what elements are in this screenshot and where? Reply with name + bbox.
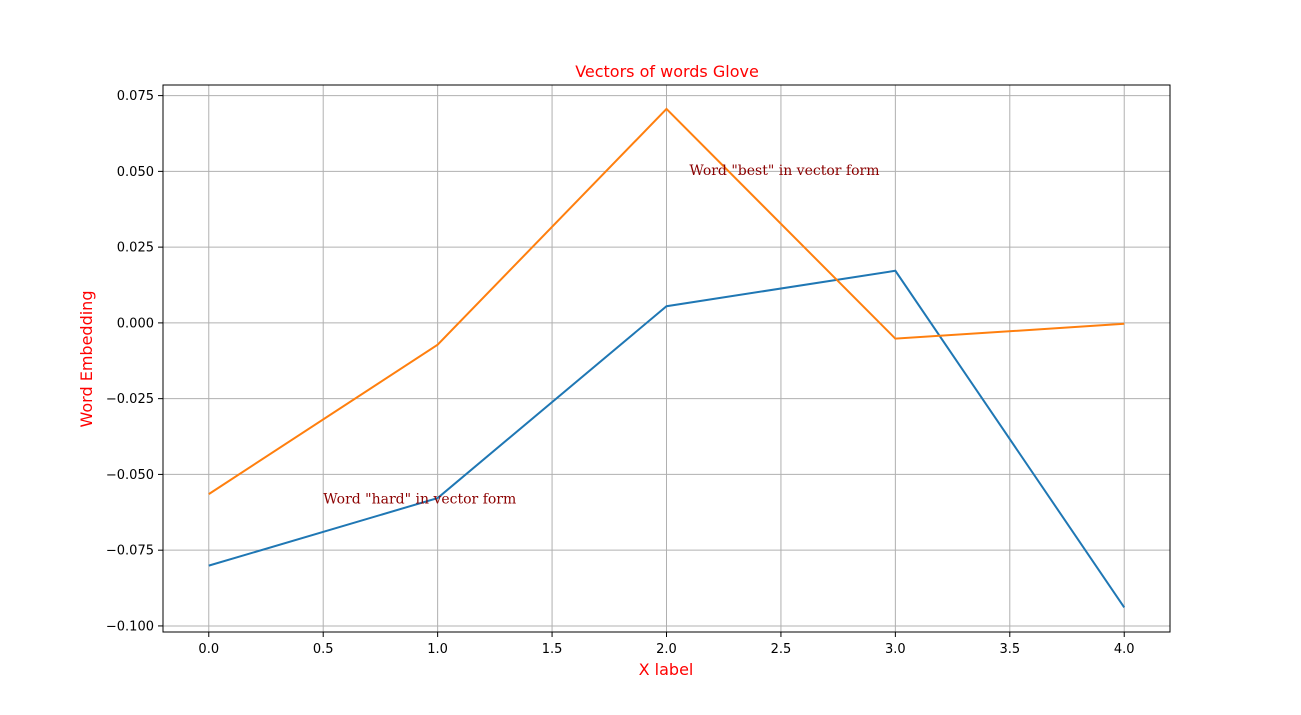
x-tick-label: 2.5 — [771, 642, 792, 657]
series-lines — [208, 107, 1126, 609]
y-tick-label: −0.100 — [106, 619, 154, 634]
x-tick-label: 1.0 — [427, 642, 448, 657]
plot-area-frame — [162, 84, 1171, 633]
y-tick-label: −0.075 — [106, 544, 154, 559]
y-tick-label: −0.025 — [106, 392, 154, 407]
axis-ticks: 0.0 0.5 1.0 1.5 2.0 2.5 3.0 3.5 4.0 −0.100 −0.075 −… — [106, 89, 1135, 657]
x-tick-label: 3.0 — [885, 642, 906, 657]
x-tick-label: 3.5 — [999, 642, 1020, 657]
series-line-1 — [208, 269, 1126, 609]
y-tick-label: 0.050 — [117, 165, 154, 180]
y-tick-label: 0.025 — [117, 241, 154, 256]
x-tick-label: 4.0 — [1114, 642, 1135, 657]
series-line-2 — [208, 107, 1125, 495]
x-tick-label: 0.0 — [198, 642, 219, 657]
x-tick-label: 0.5 — [313, 642, 334, 657]
y-tick-label: 0.000 — [117, 316, 154, 331]
x-axis-label: X label — [639, 660, 694, 679]
annotations: Word "hard" in vector form Word "best" in… — [323, 163, 879, 508]
grid — [163, 85, 1170, 632]
chart-title: Vectors of words Glove — [575, 62, 759, 81]
y-tick-label: −0.050 — [106, 468, 154, 483]
annotation-2: Word "best" in vector form — [689, 163, 879, 179]
y-axis-label: Word Embedding — [77, 291, 96, 428]
y-tick-label: 0.075 — [117, 89, 154, 104]
x-tick-label: 1.5 — [542, 642, 563, 657]
annotation-1: Word "hard" in vector form — [323, 492, 516, 508]
x-tick-label: 2.0 — [656, 642, 677, 657]
